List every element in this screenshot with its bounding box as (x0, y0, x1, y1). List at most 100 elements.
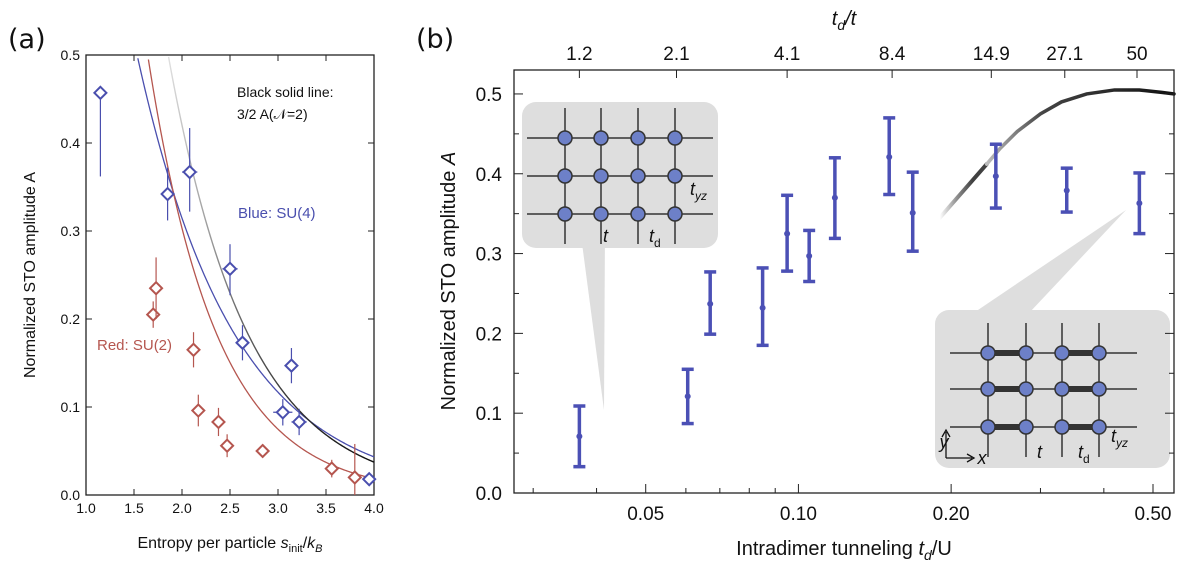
upper-site (667, 206, 683, 222)
upper-site (630, 168, 646, 184)
axis-glyph-x: x (977, 448, 988, 468)
upper-inset-tyz-label: tyz (690, 179, 707, 203)
red-fit-curve (147, 59, 375, 480)
panel-a-black-line-annotation-1: Black solid line: (237, 84, 334, 100)
panel-b-theory-curve (937, 88, 1176, 220)
panel-a-y-axis-label: Normalized STO amplitude A (22, 172, 39, 378)
lower-site (1018, 419, 1034, 435)
a-y-tick-label: 0.5 (61, 47, 81, 63)
upper-site (593, 168, 609, 184)
a-x-tick-label: 1.0 (76, 500, 96, 516)
b-y-tick-label: 0.0 (476, 484, 502, 505)
axes-glyph: y x (938, 428, 988, 468)
b-data-point (684, 393, 691, 400)
b-data-point (992, 173, 999, 180)
panel-a-black-line-annotation-2: 3/2 A(𝒩=2) (237, 106, 308, 122)
a-x-tick-label: 2.5 (220, 500, 240, 516)
panel-b-x-ticks: 0.05 0.10 0.20 0.50 (532, 484, 1172, 525)
b-y-tick-label: 0.1 (476, 404, 502, 425)
b-top-tick-label: 1.2 (566, 44, 592, 65)
lower-site (980, 381, 996, 397)
a-x-tick-label: 2.0 (172, 500, 192, 516)
b-data-point (806, 252, 813, 259)
panel-b-data-points (573, 116, 1146, 469)
panel-a-legend-blue: Blue: SU(4) (238, 205, 316, 222)
blue-diamond-marker (361, 471, 377, 487)
a-x-tick-label: 3.5 (316, 500, 336, 516)
a-x-tick-label: 4.0 (364, 500, 384, 516)
lower-inset-td-label: td (1078, 442, 1090, 466)
upper-site (630, 206, 646, 222)
panel-b-frame (513, 69, 1175, 494)
upper-site (557, 206, 573, 222)
panel-b-y-axis-label: Normalized STO amplitude A (438, 152, 460, 411)
b-y-tick-label: 0.5 (476, 85, 502, 106)
lower-inset-t-label: t (1037, 442, 1043, 462)
b-data-point (886, 153, 893, 160)
upper-site (667, 168, 683, 184)
red-diamond-marker (324, 461, 340, 477)
b-top-tick-label: 14.9 (973, 44, 1010, 65)
b-data-point (831, 194, 838, 201)
lower-site (1091, 381, 1107, 397)
upper-inset-box (522, 102, 718, 248)
b-x-tick-label: 0.20 (933, 504, 970, 525)
b-top-tick-label: 50 (1126, 44, 1147, 65)
upper-inset-lattice (527, 108, 713, 244)
lower-site (1018, 345, 1034, 361)
lower-site (1054, 345, 1070, 361)
b-data-point (909, 209, 916, 216)
a-x-tick-label: 1.5 (124, 500, 144, 516)
b-data-point (784, 230, 791, 237)
b-data-point (1063, 187, 1070, 194)
panel-b-letter: (b) (416, 24, 454, 55)
panel-a-data-points (92, 85, 377, 495)
blue-diamond-marker (160, 186, 176, 202)
a-y-tick-label: 0.1 (61, 399, 81, 415)
upper-inset-t-label: t (603, 226, 609, 246)
lower-site (980, 419, 996, 435)
b-data-point (1136, 200, 1143, 207)
panel-a-legend-red: Red: SU(2) (97, 337, 172, 354)
b-x-tick-label: 0.10 (780, 504, 817, 525)
theory-curve-fade (937, 162, 989, 220)
blue-diamond-marker (284, 358, 299, 374)
panel-b: (b) t td tyz t td tyz (416, 8, 1176, 563)
panel-b-top-axis-label: td/t (832, 8, 858, 33)
b-data-point (576, 433, 583, 440)
lower-site (1018, 381, 1034, 397)
b-y-tick-label: 0.4 (476, 165, 503, 186)
blue-diamond-marker (222, 261, 238, 277)
upper-site (667, 130, 683, 146)
lower-lattice-inset: t td tyz y x (935, 210, 1170, 468)
axis-glyph-y: y (938, 432, 950, 452)
panel-a-letter: (a) (8, 24, 46, 55)
b-x-tick-label: 0.50 (1135, 504, 1172, 525)
blue-fit-curve (137, 58, 375, 458)
black-fit-curve (167, 56, 375, 463)
red-diamond-marker (255, 443, 271, 459)
upper-lattice-inset: t td tyz (522, 102, 718, 410)
panel-a-x-ticks: 1.0 1.5 2.0 2.5 3.0 3.5 4.0 (76, 55, 384, 516)
panel-a-x-axis-label: Entropy per particle sinit/kB (137, 535, 322, 555)
lower-site (1054, 381, 1070, 397)
theory-curve-line (984, 88, 1176, 166)
panel-b-y-ticks: 0.0 0.1 0.2 0.3 0.4 0.5 (476, 85, 1174, 505)
a-y-tick-label: 0.2 (61, 311, 81, 327)
red-diamond-marker (190, 403, 206, 418)
a-y-tick-label: 0.4 (61, 135, 81, 151)
upper-site (593, 130, 609, 146)
panel-b-top-ticks: 1.2 2.1 4.1 8.4 14.9 27.1 50 (566, 44, 1148, 78)
blue-diamond-marker (291, 414, 307, 430)
blue-diamond-marker (182, 164, 198, 180)
b-y-tick-label: 0.3 (476, 245, 502, 266)
a-y-tick-label: 0.0 (61, 487, 81, 503)
red-diamond-marker (145, 307, 161, 323)
b-data-point (759, 304, 766, 311)
lower-inset-tyz-label: tyz (1111, 426, 1128, 450)
a-x-tick-label: 3.0 (268, 500, 288, 516)
b-top-tick-label: 4.1 (774, 44, 800, 65)
b-top-tick-label: 8.4 (879, 44, 906, 65)
upper-site (557, 130, 573, 146)
